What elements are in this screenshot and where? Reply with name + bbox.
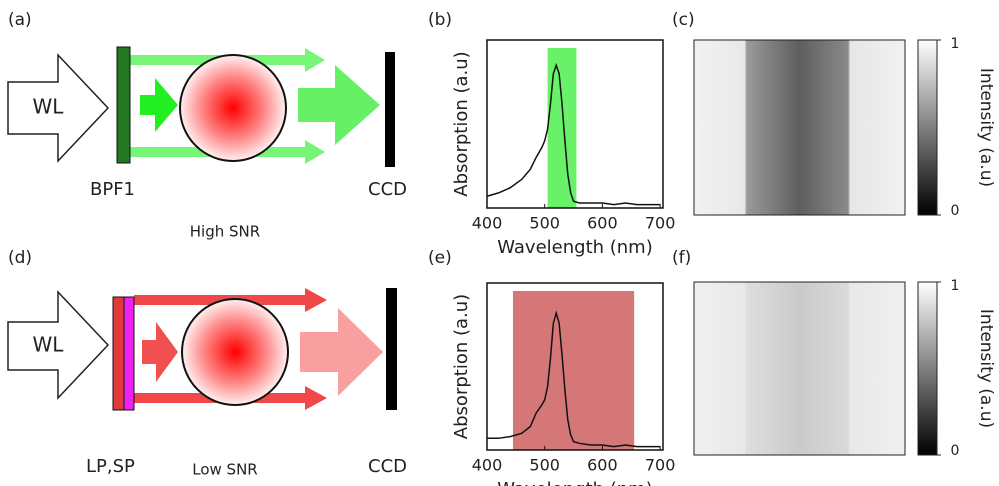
colorbar-label: Intensity (a.u) bbox=[976, 68, 996, 187]
caption: Low SNR bbox=[192, 461, 257, 479]
detector-label: CCD bbox=[368, 179, 407, 200]
x-axis-label: Wavelength (nm) bbox=[497, 479, 653, 486]
detector bbox=[385, 52, 395, 167]
filter bbox=[113, 297, 124, 410]
source-label: WL bbox=[33, 95, 65, 119]
colorbar-label: Intensity (a.u) bbox=[976, 309, 996, 428]
colorbar-tick-label: 1 bbox=[951, 36, 960, 52]
x-tick-label: 400 bbox=[472, 456, 503, 475]
sample bbox=[180, 55, 286, 161]
panel-label: (e) bbox=[428, 248, 452, 268]
filter-band bbox=[548, 48, 577, 208]
x-tick-label: 500 bbox=[529, 214, 560, 233]
filter-label: BPF1 bbox=[90, 179, 135, 200]
beam-arrow bbox=[140, 78, 178, 132]
beam-arrow bbox=[298, 65, 380, 145]
panel-label: (b) bbox=[428, 10, 452, 30]
filter bbox=[124, 297, 134, 410]
caption: High SNR bbox=[190, 223, 260, 241]
x-tick-label: 600 bbox=[587, 456, 618, 475]
y-axis-label: Absorption (a.u) bbox=[451, 51, 472, 196]
x-tick-label: 700 bbox=[645, 214, 676, 233]
panel-label: (a) bbox=[8, 10, 32, 30]
x-tick-label: 700 bbox=[645, 456, 676, 475]
beam-arrow bbox=[300, 308, 383, 396]
source-label: WL bbox=[33, 333, 65, 357]
y-axis-label: Absorption (a.u) bbox=[451, 294, 472, 439]
detector-label: CCD bbox=[368, 456, 407, 477]
colorbar bbox=[918, 282, 937, 455]
diagram-a: WL BPF1 CCD High SNR bbox=[8, 47, 407, 241]
panel-label: (f) bbox=[672, 248, 691, 268]
diagram-d: WL LP,SP CCD Low SNR bbox=[8, 288, 407, 479]
x-axis-label: Wavelength (nm) bbox=[497, 237, 653, 258]
intensity-image bbox=[694, 40, 905, 215]
colorbar-tick-label: 0 bbox=[951, 203, 960, 219]
x-tick-label: 500 bbox=[529, 456, 560, 475]
colorbar-tick-label: 1 bbox=[951, 278, 960, 294]
colorbar bbox=[918, 40, 937, 215]
beam-arrow bbox=[142, 322, 178, 382]
panel-label: (d) bbox=[8, 248, 32, 268]
filter bbox=[117, 47, 130, 163]
figure: (a) (b) (c) (d) (e) (f) WL BPF1 CCD High… bbox=[0, 0, 999, 486]
panel-label: (c) bbox=[672, 10, 695, 30]
x-tick-label: 600 bbox=[587, 214, 618, 233]
x-tick-label: 400 bbox=[472, 214, 503, 233]
sample bbox=[182, 299, 288, 405]
colorbar-tick-label: 0 bbox=[951, 443, 960, 459]
filter-label: LP,SP bbox=[86, 456, 135, 477]
intensity-image bbox=[694, 282, 905, 455]
detector bbox=[386, 288, 397, 410]
